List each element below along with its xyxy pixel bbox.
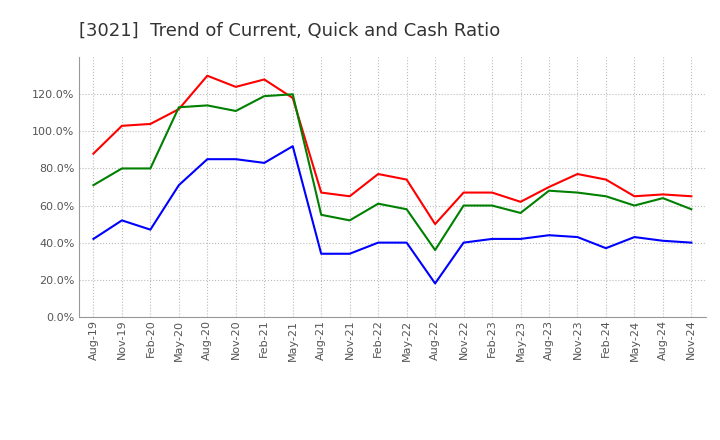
Line: Cash Ratio: Cash Ratio: [94, 146, 691, 283]
Cash Ratio: [687, 240, 696, 245]
Cash Ratio: [174, 183, 183, 188]
Current Ratio: [346, 194, 354, 199]
Current Ratio: [317, 190, 325, 195]
Quick Ratio: [602, 194, 611, 199]
Current Ratio: [573, 171, 582, 176]
Quick Ratio: [487, 203, 496, 208]
Quick Ratio: [317, 212, 325, 217]
Cash Ratio: [346, 251, 354, 257]
Quick Ratio: [459, 203, 468, 208]
Current Ratio: [545, 184, 554, 190]
Cash Ratio: [659, 238, 667, 243]
Cash Ratio: [317, 251, 325, 257]
Quick Ratio: [402, 207, 411, 212]
Current Ratio: [146, 121, 155, 127]
Current Ratio: [289, 95, 297, 101]
Current Ratio: [459, 190, 468, 195]
Cash Ratio: [89, 236, 98, 242]
Cash Ratio: [289, 143, 297, 149]
Quick Ratio: [659, 195, 667, 201]
Cash Ratio: [487, 236, 496, 242]
Cash Ratio: [146, 227, 155, 232]
Quick Ratio: [232, 108, 240, 114]
Current Ratio: [630, 194, 639, 199]
Quick Ratio: [117, 166, 126, 171]
Current Ratio: [687, 194, 696, 199]
Current Ratio: [174, 106, 183, 112]
Text: [3021]  Trend of Current, Quick and Cash Ratio: [3021] Trend of Current, Quick and Cash …: [79, 22, 500, 40]
Current Ratio: [374, 171, 382, 176]
Cash Ratio: [232, 157, 240, 162]
Quick Ratio: [630, 203, 639, 208]
Quick Ratio: [146, 166, 155, 171]
Quick Ratio: [573, 190, 582, 195]
Quick Ratio: [374, 201, 382, 206]
Current Ratio: [487, 190, 496, 195]
Quick Ratio: [431, 247, 439, 253]
Current Ratio: [516, 199, 525, 205]
Quick Ratio: [174, 105, 183, 110]
Quick Ratio: [545, 188, 554, 193]
Current Ratio: [203, 73, 212, 78]
Current Ratio: [89, 151, 98, 156]
Cash Ratio: [459, 240, 468, 245]
Cash Ratio: [602, 246, 611, 251]
Cash Ratio: [260, 160, 269, 165]
Cash Ratio: [630, 235, 639, 240]
Current Ratio: [402, 177, 411, 182]
Current Ratio: [659, 192, 667, 197]
Quick Ratio: [687, 207, 696, 212]
Current Ratio: [232, 84, 240, 89]
Quick Ratio: [346, 218, 354, 223]
Cash Ratio: [374, 240, 382, 245]
Quick Ratio: [516, 210, 525, 216]
Current Ratio: [117, 123, 126, 128]
Quick Ratio: [203, 103, 212, 108]
Line: Current Ratio: Current Ratio: [94, 76, 691, 224]
Cash Ratio: [516, 236, 525, 242]
Cash Ratio: [573, 235, 582, 240]
Quick Ratio: [260, 94, 269, 99]
Quick Ratio: [289, 92, 297, 97]
Current Ratio: [602, 177, 611, 182]
Current Ratio: [431, 221, 439, 227]
Cash Ratio: [117, 218, 126, 223]
Cash Ratio: [203, 157, 212, 162]
Cash Ratio: [431, 281, 439, 286]
Line: Quick Ratio: Quick Ratio: [94, 94, 691, 250]
Quick Ratio: [89, 183, 98, 188]
Current Ratio: [260, 77, 269, 82]
Cash Ratio: [402, 240, 411, 245]
Cash Ratio: [545, 233, 554, 238]
